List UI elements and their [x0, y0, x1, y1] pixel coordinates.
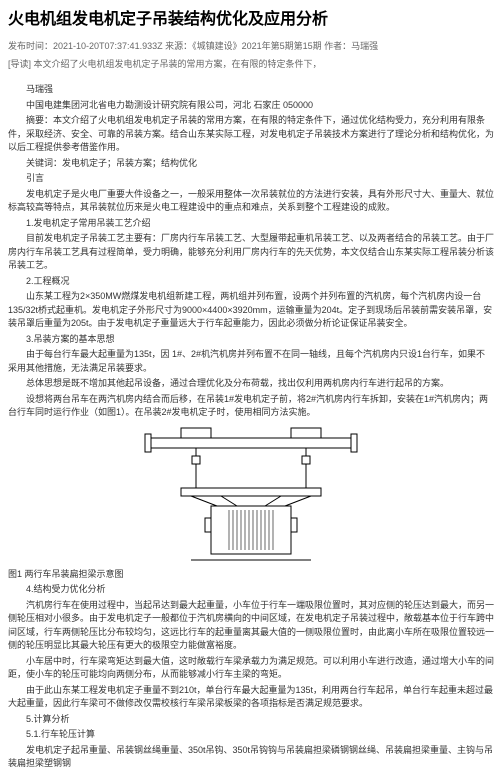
page-title: 火电机组发电机定子吊装结构优化及应用分析: [8, 8, 494, 32]
section-4-p1: 汽机房行车在使用过程中，当起吊达到最大起重量，小车位于行车一端吸限位置时，其对应…: [8, 599, 494, 653]
section-3-p2: 总体思想是既不增加其他起吊设备，通过合理优化及分布荷载，找出仅利用两机房内行车进…: [8, 377, 494, 391]
section-3-head: 3.吊装方案的基本思想: [8, 333, 494, 347]
meta-line: 发布时间：2021-10-20T07:37:41.933Z 来源：《城镇建设》2…: [8, 40, 494, 54]
section-4-p2: 小车居中时，行车梁弯矩达到最大值，这时敞载行车梁承载力为满足规范。可以利用小车进…: [8, 655, 494, 682]
keywords: 关键词：发电机定子；吊装方案；结构优化: [8, 157, 494, 171]
org-line: 中国电建集团河北省电力勘测设计研究院有限公司，河北 石家庄 050000: [8, 99, 494, 113]
section-5-1-head: 5.1.行车轮压计算: [8, 728, 494, 742]
section-intro-head: 引言: [8, 172, 494, 186]
section-4-p3: 由于此山东某工程发电机定子重量不到210t，单台行车最大起重量为135t，利用两…: [8, 684, 494, 711]
abstract: 摘要：本文介绍了火电机组发电机定子吊装的常用方案，在有限的特定条件下，通过优化结…: [8, 114, 494, 155]
section-3-p1: 由于每台行车最大起重量为135t，因 1#、2#机汽机房并列布置不在同一轴线，且…: [8, 348, 494, 375]
lead-line: [导读] 本文介绍了火电机组发电机定子吊装的常用方案，在有限的特定条件下，: [8, 58, 494, 72]
section-5-head: 5.计算分析: [8, 713, 494, 727]
author-name: 马瑞强: [8, 83, 494, 97]
section-2-body: 山东某工程为2×350MW燃煤发电机组新建工程，两机组并列布置，设两个并列布置的…: [8, 290, 494, 331]
section-4-head: 4.结构受力优化分析: [8, 583, 494, 597]
section-intro-body: 发电机定子是火电厂重要大件设备之一，一般采用整体一次吊装就位的方法进行安装，具有…: [8, 188, 494, 215]
figure-1-diagram: [141, 426, 361, 566]
section-1-head: 1.发电机定子常用吊装工艺介绍: [8, 217, 494, 231]
section-2-head: 2.工程概况: [8, 275, 494, 289]
section-1-body: 目前发电机定子吊装工艺主要有：厂房内行车吊装工艺、大型履带起重机吊装工艺、以及两…: [8, 232, 494, 273]
section-3-p3: 设想将两台吊车在两汽机房内结合而后移，在吊装1#发电机定子前，将2#汽机房内行车…: [8, 393, 494, 420]
figure-1-caption: 图1 两行车吊装扁担梁示意图: [8, 568, 494, 582]
section-5-1-p1: 发电机定子起吊重量、吊装钢丝绳重量、350t吊钩、350t吊钩钩与吊装扁担梁磷钢…: [8, 744, 494, 771]
